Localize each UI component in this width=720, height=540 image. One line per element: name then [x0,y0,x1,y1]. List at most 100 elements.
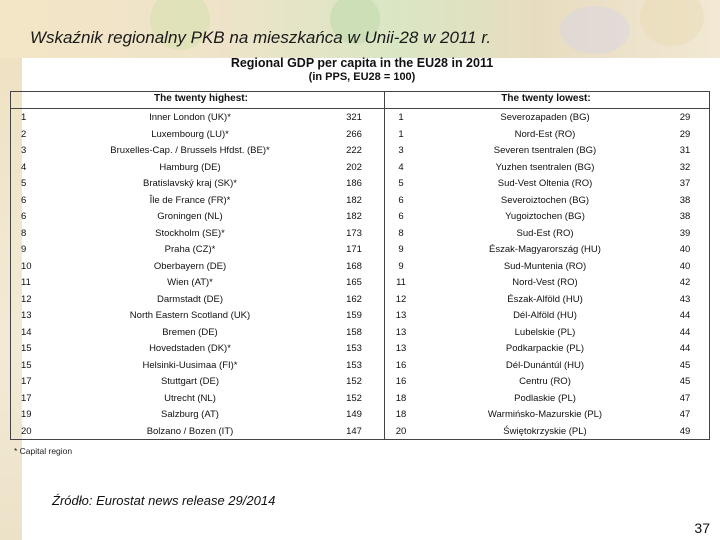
table-row: 8 Stockholm (SE)* 173 8 Sud-Est (RO) 39 [11,226,709,243]
rank-low: 18 [395,409,407,420]
value-low: 47 [679,392,691,404]
rank-low: 9 [398,260,404,272]
value-low: 31 [679,145,691,156]
region-low: Severozapaden (BG) [500,112,590,123]
rank-low: 1 [398,112,404,123]
rank-high: 10 [21,260,32,272]
region-high: Bruxelles-Cap. / Brussels Hfdst. (BE)* [110,145,270,156]
region-low: Severen tsentralen (BG) [493,145,597,156]
region-high: Bolzano / Bozen (IT) [146,425,234,437]
value-low: 29 [679,128,691,140]
value-high: 168 [346,260,362,272]
table-body: 1 Inner London (UK)* 321 1 Severozapaden… [11,110,709,440]
region-low: Severoiztochen (BG) [500,194,590,206]
table-row: 12 Darmstadt (DE) 162 12 Észak-Alföld (H… [11,292,709,309]
value-low: 32 [679,161,691,173]
region-low: Yugoiztochen (BG) [505,211,585,222]
region-high: Oberbayern (DE) [153,260,227,272]
region-high: Wien (AT)* [167,277,213,288]
rank-low: 16 [395,359,407,371]
rank-low: 13 [395,343,407,354]
region-high: Stuttgart (DE) [160,376,220,387]
rank-low: 3 [398,145,404,156]
value-high: 153 [346,359,362,371]
rank-high: 3 [21,145,27,156]
rank-high: 2 [21,128,27,140]
rank-high: 15 [21,343,32,354]
value-high: 266 [346,128,362,140]
rank-low: 12 [395,293,407,305]
table-row: 6 Île de France (FR)* 182 6 Severoiztoch… [11,193,709,210]
rank-low: 11 [396,277,406,288]
rank-high: 12 [21,293,32,305]
region-high: Helsinki-Uusimaa (FI)* [142,359,238,371]
region-high: Bremen (DE) [162,326,218,338]
rank-low: 5 [398,178,404,189]
region-low: Podkarpackie (PL) [505,343,585,354]
value-high: 152 [346,392,362,404]
rank-high: 17 [21,392,32,404]
value-low: 38 [679,194,691,206]
header-highest: The twenty highest: [154,93,248,104]
region-low: Észak-Alföld (HU) [507,293,583,305]
value-low: 44 [679,343,691,354]
page-number: 37 [694,520,710,536]
table-row: 10 Oberbayern (DE) 168 9 Sud-Muntenia (R… [11,259,709,276]
region-high: Île de France (FR)* [149,194,231,206]
rank-high: 11 [21,277,31,288]
rank-low: 8 [398,227,404,239]
region-high: Stockholm (SE)* [155,227,225,239]
region-low: Lubelskie (PL) [514,326,576,338]
value-high: 171 [346,244,362,255]
value-high: 186 [346,178,362,189]
table-row: 11 Wien (AT)* 165 11 Nord-Vest (RO) 42 [11,275,709,292]
rank-low: 1 [398,128,404,140]
rank-high: 6 [21,211,27,222]
table-row: 9 Praha (CZ)* 171 9 Észak-Magyarország (… [11,242,709,259]
rank-high: 17 [21,376,32,387]
value-low: 45 [679,359,691,371]
region-high: Darmstadt (DE) [157,293,223,305]
region-low: Dél-Alföld (HU) [513,310,577,321]
value-low: 47 [679,409,691,420]
value-low: 42 [679,277,691,288]
region-high: Utrecht (NL) [164,392,216,404]
table-row: 19 Salzburg (AT) 149 18 Warmińsko-Mazurs… [11,407,709,424]
value-low: 44 [679,310,691,321]
decorative-circle [330,0,380,44]
rank-high: 8 [21,227,27,239]
rank-high: 19 [21,409,32,420]
value-low: 49 [679,425,691,437]
table-row: 13 North Eastern Scotland (UK) 159 13 Dé… [11,308,709,325]
gdp-table: The twenty highest: The twenty lowest: 1… [10,91,710,440]
rank-low: 9 [398,244,404,255]
table-row: 17 Stuttgart (DE) 152 16 Centru (RO) 45 [11,374,709,391]
rank-low: 16 [395,376,407,387]
rank-high: 13 [21,310,32,321]
region-low: Świętokrzyskie (PL) [503,425,587,437]
rank-low: 13 [395,326,407,338]
value-high: 159 [346,310,362,321]
value-high: 153 [346,343,362,354]
rank-high: 6 [21,194,27,206]
table-row: 14 Bremen (DE) 158 13 Lubelskie (PL) 44 [11,325,709,342]
value-high: 182 [346,194,362,206]
header-divider [11,108,709,109]
value-low: 38 [679,211,691,222]
header-lowest: The twenty lowest: [501,93,591,104]
rank-high: 5 [21,178,27,189]
region-high: Praha (CZ)* [164,244,216,255]
rank-high: 1 [21,112,27,123]
region-low: Sud-Est (RO) [516,227,574,239]
value-high: 222 [346,145,362,156]
region-low: Warmińsko-Mazurskie (PL) [487,409,603,420]
table-row: 20 Bolzano / Bozen (IT) 147 20 Świętokrz… [11,424,709,441]
table-row: 4 Hamburg (DE) 202 4 Yuzhen tsentralen (… [11,160,709,177]
left-decor-strip [0,58,22,540]
table-row: 1 Inner London (UK)* 321 1 Severozapaden… [11,110,709,127]
value-low: 44 [679,326,691,338]
region-low: Podlaskie (PL) [514,392,576,404]
region-high: Salzburg (AT) [161,409,219,420]
value-low: 39 [679,227,691,239]
value-low: 37 [679,178,691,189]
